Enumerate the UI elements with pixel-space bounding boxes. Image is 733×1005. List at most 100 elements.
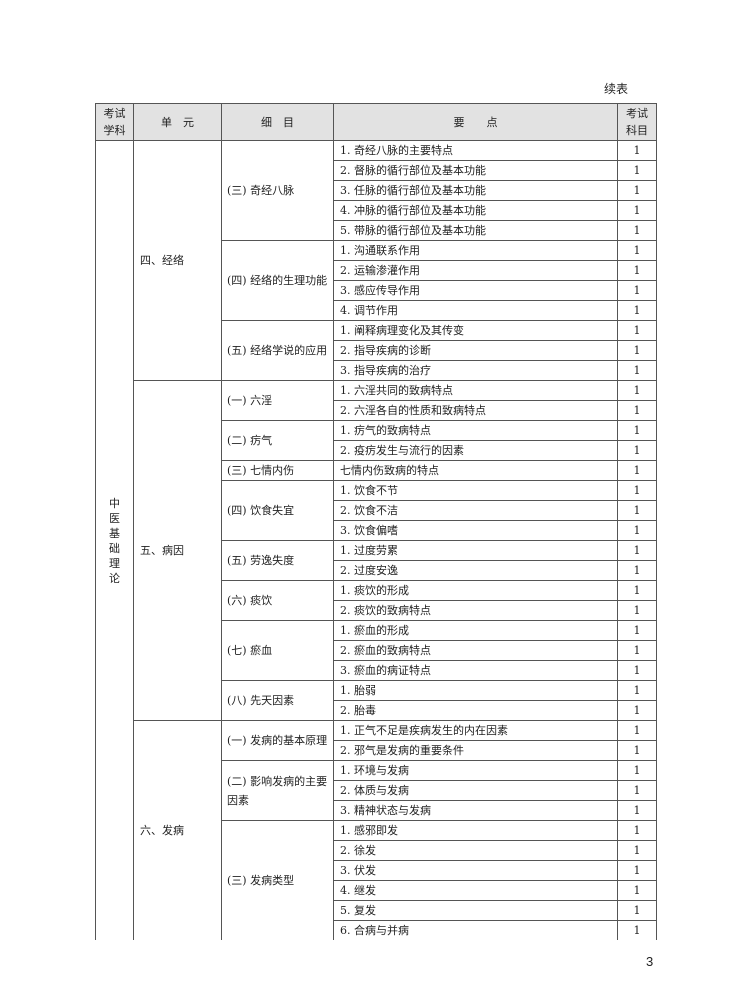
table-row: 3. 瘀血的病证特点 1 [96, 660, 657, 681]
point-cell: 2. 过度安逸 [333, 560, 618, 581]
level-cell: 1 [617, 880, 657, 901]
point-cell: 2. 徐发 [333, 840, 618, 861]
point-cell: 1. 痰饮的形成 [333, 580, 618, 601]
level-cell: 1 [617, 200, 657, 221]
detail-cell: (七) 瘀血 [221, 620, 334, 681]
point-cell: 4. 冲脉的循行部位及基本功能 [333, 200, 618, 221]
detail-cell: (八) 先天因素 [221, 680, 334, 721]
level-cell: 1 [617, 240, 657, 261]
point-cell: 1. 饮食不节 [333, 480, 618, 501]
point-cell: 2. 疫疠发生与流行的因素 [333, 440, 618, 461]
point-cell: 2. 运输渗灌作用 [333, 260, 618, 281]
detail-cell: (五) 劳逸失度 [221, 540, 334, 581]
level-cell: 1 [617, 520, 657, 541]
level-cell: 1 [617, 440, 657, 461]
level-cell: 1 [617, 840, 657, 861]
point-cell: 2. 痰饮的致病特点 [333, 600, 618, 621]
detail-cell: (三) 发病类型 [221, 820, 334, 940]
level-cell: 1 [617, 920, 657, 940]
point-cell: 3. 任脉的循行部位及基本功能 [333, 180, 618, 201]
level-cell: 1 [617, 380, 657, 401]
table-row: 5. 复发 1 [96, 900, 657, 921]
detail-cell: (四) 饮食失宜 [221, 480, 334, 541]
detail-cell: (四) 经络的生理功能 [221, 240, 334, 321]
point-cell: 3. 感应传导作用 [333, 280, 618, 301]
table-row: (三) 发病类型 1. 感邪即发 1 [96, 820, 657, 940]
table-row: 2. 饮食不洁 1 [96, 500, 657, 521]
detail-cell: (六) 痰饮 [221, 580, 334, 621]
syllabus-table: 考试学科 单 元 细 目 要 点 考试科目 中医基础理论 四、经络 (三) 奇经八脉… [95, 103, 657, 940]
level-cell: 1 [617, 660, 657, 681]
point-cell: 1. 六淫共同的致病特点 [333, 380, 618, 401]
level-cell: 1 [617, 860, 657, 881]
detail-cell: (五) 经络学说的应用 [221, 320, 334, 381]
table-row: (五) 劳逸失度 1. 过度劳累 1 [96, 540, 657, 581]
level-cell: 1 [617, 340, 657, 361]
detail-cell: (三) 奇经八脉 [221, 140, 334, 241]
level-cell: 1 [617, 820, 657, 841]
point-cell: 5. 带脉的循行部位及基本功能 [333, 220, 618, 241]
detail-cell: (三) 七情内伤 [221, 460, 334, 481]
table-row: 6. 合病与并病 1 [96, 920, 657, 940]
point-cell: 4. 继发 [333, 880, 618, 901]
page-number: 3 [646, 954, 654, 969]
table-row: (六) 痰饮 1. 痰饮的形成 1 [96, 580, 657, 621]
point-cell: 1. 疠气的致病特点 [333, 420, 618, 441]
point-cell: 5. 复发 [333, 900, 618, 921]
level-cell: 1 [617, 360, 657, 381]
point-cell: 3. 瘀血的病证特点 [333, 660, 618, 681]
continued-label: 续表 [604, 82, 629, 96]
table-row: 2. 六淫各自的性质和致病特点 1 [96, 400, 657, 421]
point-cell: 1. 奇经八脉的主要特点 [333, 140, 618, 161]
point-cell: 2. 胎毒 [333, 700, 618, 721]
point-cell: 2. 饮食不洁 [333, 500, 618, 521]
level-cell: 1 [617, 220, 657, 241]
level-cell: 1 [617, 460, 657, 481]
level-cell: 1 [617, 260, 657, 281]
detail-cell: (二) 疠气 [221, 420, 334, 461]
level-cell: 1 [617, 800, 657, 821]
point-cell: 1. 胎弱 [333, 680, 618, 701]
table-row: (二) 影响发病的主要因素 1. 环境与发病 1 [96, 760, 657, 821]
table-row: 2. 督脉的循行部位及基本功能 1 [96, 160, 657, 181]
level-cell: 1 [617, 620, 657, 641]
table-row: 4. 冲脉的循行部位及基本功能 1 [96, 200, 657, 221]
point-cell: 2. 瘀血的致病特点 [333, 640, 618, 661]
level-cell: 1 [617, 500, 657, 521]
table-row: (八) 先天因素 1. 胎弱 1 [96, 680, 657, 721]
unit-cell: 五、病因 [133, 380, 222, 721]
point-cell: 6. 合病与并病 [333, 920, 618, 940]
table-row: 五、病因 (一) 六淫 1. 六淫共同的致病特点 1 [96, 380, 657, 721]
table-row: 六、发病 (一) 发病的基本原理 1. 正气不足是疾病发生的内在因素 1 [96, 720, 657, 940]
level-cell: 1 [617, 760, 657, 781]
level-cell: 1 [617, 420, 657, 441]
level-cell: 1 [617, 560, 657, 581]
point-cell: 1. 环境与发病 [333, 760, 618, 781]
subject-cell: 中医基础理论 [95, 140, 134, 940]
table-row: 4. 调节作用 1 [96, 300, 657, 321]
table-row: 2. 痰饮的致病特点 1 [96, 600, 657, 621]
point-cell: 2. 体质与发病 [333, 780, 618, 801]
point-cell: 2. 六淫各自的性质和致病特点 [333, 400, 618, 421]
point-cell: 4. 调节作用 [333, 300, 618, 321]
table-row: 2. 胎毒 1 [96, 700, 657, 721]
level-cell: 1 [617, 300, 657, 321]
level-cell: 1 [617, 180, 657, 201]
level-cell: 1 [617, 720, 657, 741]
point-cell: 1. 感邪即发 [333, 820, 618, 841]
level-cell: 1 [617, 600, 657, 621]
point-cell: 1. 阐释病理变化及其传变 [333, 320, 618, 341]
point-cell: 3. 指导疾病的治疗 [333, 360, 618, 381]
level-cell: 1 [617, 580, 657, 601]
subject-label: 中医基础理论 [109, 496, 120, 585]
level-cell: 1 [617, 900, 657, 921]
level-cell: 1 [617, 700, 657, 721]
level-cell: 1 [617, 280, 657, 301]
point-cell: 1. 瘀血的形成 [333, 620, 618, 641]
point-cell: 1. 正气不足是疾病发生的内在因素 [333, 720, 618, 741]
point-cell: 七情内伤致病的特点 [333, 460, 618, 481]
level-cell: 1 [617, 640, 657, 661]
level-cell: 1 [617, 680, 657, 701]
detail-cell: (一) 六淫 [221, 380, 334, 421]
level-cell: 1 [617, 740, 657, 761]
